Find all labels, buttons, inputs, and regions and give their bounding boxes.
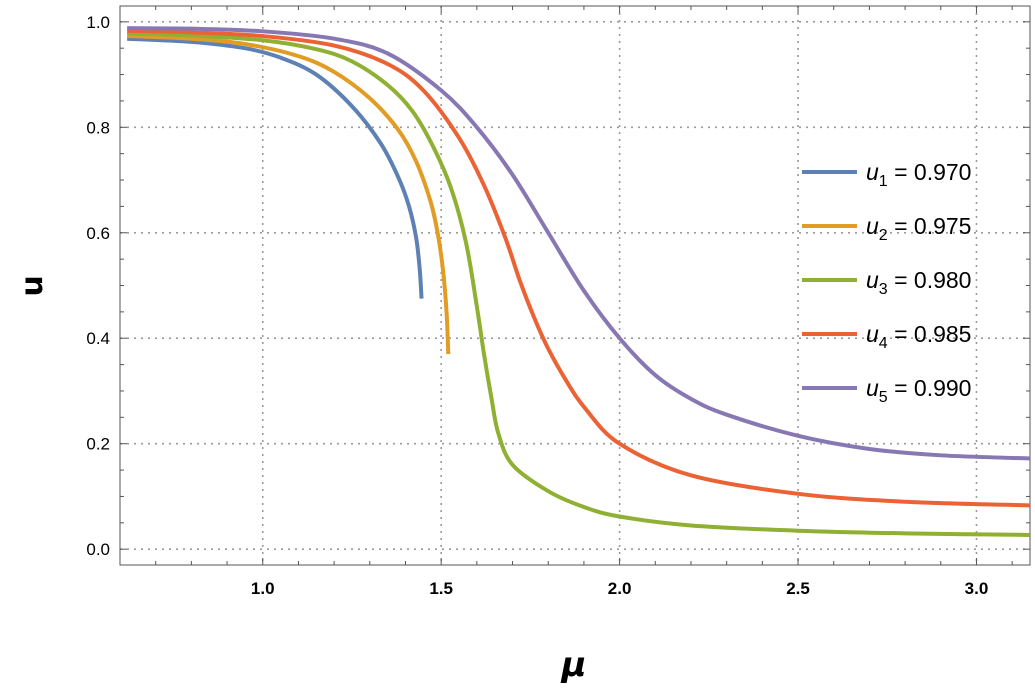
legend-value: = 0.990 <box>888 375 972 401</box>
data-series <box>127 26 1031 537</box>
legend-label: u1 = 0.970 <box>866 159 971 190</box>
legend-sub: 4 <box>879 335 888 352</box>
legend-sub: 1 <box>879 173 888 190</box>
y-tick-label: 0.0 <box>86 540 110 559</box>
series-line-2 <box>127 34 451 355</box>
grid-lines <box>120 6 1030 565</box>
series-line-5 <box>127 26 1031 461</box>
x-tick-label: 2.0 <box>608 579 632 598</box>
legend-var: u <box>866 213 879 239</box>
legend-label: u2 = 0.975 <box>866 213 971 244</box>
legend-value: = 0.980 <box>888 267 972 293</box>
series-line-4 <box>127 28 1031 508</box>
series-line-1 <box>127 36 424 299</box>
y-tick-label: 1.0 <box>86 13 110 32</box>
legend-var: u <box>866 267 879 293</box>
legend-sub: 2 <box>879 227 888 244</box>
legend-value: = 0.975 <box>888 213 972 239</box>
y-tick-label: 0.6 <box>86 224 110 243</box>
x-tick-label: 1.5 <box>429 579 453 598</box>
x-axis-label: μ <box>560 645 586 685</box>
legend-sub: 5 <box>879 389 888 406</box>
axis-ticks: 1.0 1.5 2.0 2.5 3.0 0.0 0.2 0.4 0.6 0.8 1.0 <box>86 6 1030 598</box>
legend-var: u <box>866 159 879 185</box>
legend-label: u3 = 0.980 <box>866 267 971 298</box>
series-line-3 <box>127 31 1031 537</box>
legend-item-5: u5 = 0.990 <box>802 375 971 406</box>
legend-var: u <box>866 375 879 401</box>
legend-item-2: u2 = 0.975 <box>802 213 971 244</box>
legend-label: u5 = 0.990 <box>866 375 971 406</box>
legend-var: u <box>866 321 879 347</box>
x-tick-label: 3.0 <box>965 579 989 598</box>
x-tick-label: 2.5 <box>786 579 810 598</box>
x-tick-label: 1.0 <box>251 579 275 598</box>
legend-item-4: u4 = 0.985 <box>802 321 971 352</box>
legend-label: u4 = 0.985 <box>866 321 971 352</box>
y-tick-label: 0.8 <box>86 118 110 137</box>
legend-sub: 3 <box>879 281 888 298</box>
legend-value: = 0.970 <box>888 159 972 185</box>
legend-item-3: u3 = 0.980 <box>802 267 971 298</box>
legend-value: = 0.985 <box>888 321 972 347</box>
y-axis-label: u <box>15 275 50 296</box>
y-tick-label: 0.2 <box>86 435 110 454</box>
y-tick-label: 0.4 <box>86 329 110 348</box>
legend-item-1: u1 = 0.970 <box>802 159 971 190</box>
